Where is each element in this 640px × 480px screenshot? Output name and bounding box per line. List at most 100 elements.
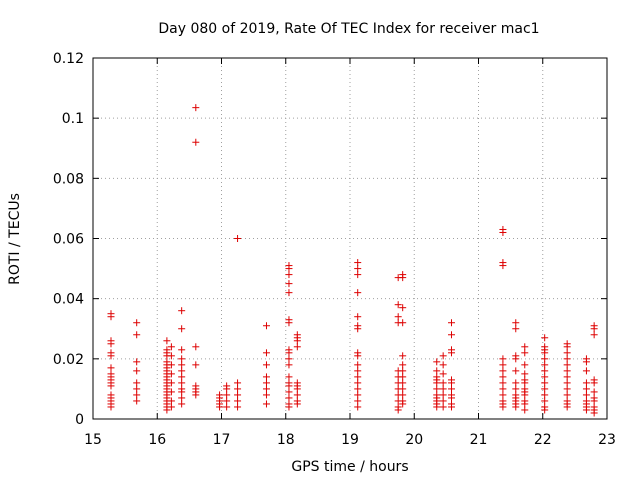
data-point <box>512 379 520 387</box>
data-point <box>354 403 362 411</box>
data-point <box>399 385 407 393</box>
data-point <box>499 355 507 363</box>
data-point <box>223 397 231 405</box>
data-point <box>167 397 175 405</box>
data-point <box>541 355 549 363</box>
data-points <box>107 104 598 417</box>
data-point <box>262 373 270 381</box>
data-point <box>448 319 456 327</box>
data-point <box>499 373 507 381</box>
data-point <box>167 361 175 369</box>
data-point <box>192 343 200 351</box>
y-tick-label: 0.12 <box>53 51 84 67</box>
data-point <box>541 334 549 342</box>
data-point <box>178 388 186 396</box>
data-point <box>167 379 175 387</box>
data-point <box>178 367 186 375</box>
data-point <box>512 325 520 333</box>
data-point <box>563 403 571 411</box>
data-point <box>521 343 529 351</box>
data-point <box>216 403 224 411</box>
data-point <box>354 373 362 381</box>
data-point <box>354 325 362 333</box>
data-point <box>563 367 571 375</box>
data-point <box>167 352 175 360</box>
data-point <box>234 379 242 387</box>
data-point <box>399 352 407 360</box>
data-point <box>433 403 441 411</box>
data-point <box>448 385 456 393</box>
data-point <box>448 403 456 411</box>
data-point <box>293 337 301 345</box>
data-point <box>433 367 441 375</box>
data-point <box>499 385 507 393</box>
data-point <box>285 394 293 402</box>
data-point <box>521 379 529 387</box>
data-point <box>448 331 456 339</box>
data-point <box>285 382 293 390</box>
data-point <box>541 349 549 357</box>
data-point <box>178 307 186 315</box>
data-point <box>354 271 362 279</box>
data-point <box>399 367 407 375</box>
data-point <box>499 361 507 369</box>
data-point <box>285 265 293 273</box>
data-point <box>133 358 141 366</box>
data-point <box>223 391 231 399</box>
grid-lines <box>93 58 607 419</box>
data-point <box>448 379 456 387</box>
data-point <box>541 397 549 405</box>
data-point <box>399 379 407 387</box>
data-point <box>133 397 141 405</box>
data-point <box>521 406 529 414</box>
data-point <box>285 319 293 327</box>
data-point <box>512 367 520 375</box>
data-point <box>192 361 200 369</box>
x-tick-label: 18 <box>277 432 295 448</box>
data-point <box>163 406 171 414</box>
data-point <box>178 373 186 381</box>
data-point <box>107 313 115 321</box>
data-point <box>521 370 529 378</box>
data-point <box>167 403 175 411</box>
y-tick-label: 0.04 <box>53 292 84 308</box>
data-point <box>133 379 141 387</box>
data-point <box>262 400 270 408</box>
data-point <box>285 271 293 279</box>
data-point <box>167 343 175 351</box>
data-point <box>354 361 362 369</box>
data-point <box>133 385 141 393</box>
data-point <box>394 301 402 309</box>
x-tick-label: 15 <box>84 432 102 448</box>
data-point <box>563 373 571 381</box>
data-point <box>439 379 447 387</box>
data-point <box>234 391 242 399</box>
axis-ticks: 15 16 17 18 19 20 21 22 23 0 0.02 0.04 0.06 0.08 0.1 0.… <box>53 51 616 448</box>
data-point <box>354 265 362 273</box>
data-point <box>399 274 407 282</box>
data-point <box>262 391 270 399</box>
data-point <box>354 391 362 399</box>
data-point <box>262 322 270 330</box>
data-point <box>563 385 571 393</box>
data-point <box>192 104 200 112</box>
data-point <box>354 379 362 387</box>
data-point <box>234 397 242 405</box>
data-point <box>590 379 598 387</box>
x-tick-label: 23 <box>598 432 616 448</box>
data-point <box>262 349 270 357</box>
data-point <box>582 406 590 414</box>
data-point <box>439 370 447 378</box>
data-point <box>541 373 549 381</box>
data-point <box>354 385 362 393</box>
data-point <box>499 379 507 387</box>
data-point <box>107 340 115 348</box>
data-point <box>133 367 141 375</box>
data-point <box>293 343 301 351</box>
data-point <box>285 361 293 369</box>
data-point <box>262 385 270 393</box>
data-point <box>512 403 520 411</box>
data-point <box>394 406 402 414</box>
data-point <box>223 403 231 411</box>
data-point <box>234 385 242 393</box>
